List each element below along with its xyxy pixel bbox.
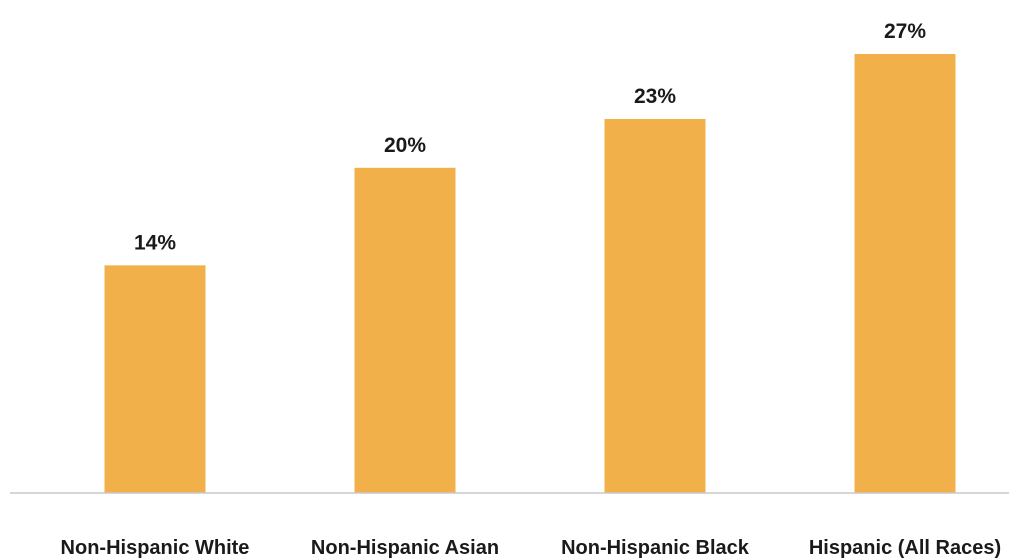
category-label-2: Non-Hispanic Asian	[311, 537, 499, 559]
value-label-4: 27%	[884, 20, 926, 43]
value-label-1: 14%	[134, 231, 176, 254]
category-label-3: Non-Hispanic Black	[561, 537, 750, 559]
value-label-3: 23%	[634, 85, 676, 108]
value-label-2: 20%	[384, 134, 426, 157]
value-labels-group: 14% 20% 23% 27%	[134, 20, 926, 254]
bar-3	[604, 119, 706, 493]
category-labels-group: Non-Hispanic White Non-Hispanic Asian Non-…	[61, 537, 1002, 559]
category-label-4: Hispanic (All Races)	[809, 537, 1001, 559]
bars-group	[104, 54, 956, 493]
bar-1	[104, 265, 206, 493]
category-label-1: Non-Hispanic White	[61, 537, 250, 559]
bar-4	[854, 54, 956, 493]
bar-2	[354, 167, 456, 493]
